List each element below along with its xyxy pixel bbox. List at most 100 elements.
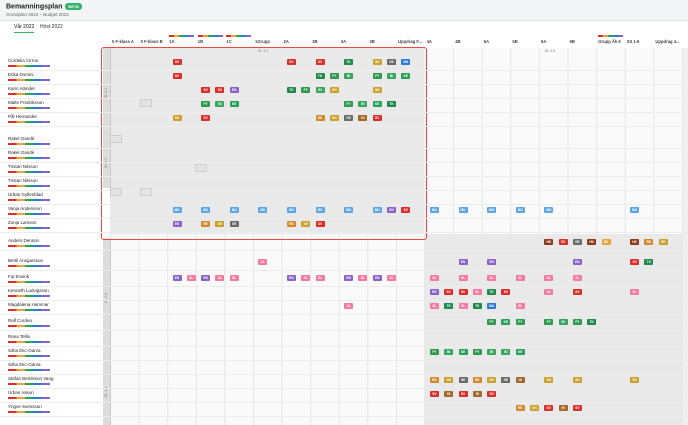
subject-tag[interactable]: SH [215, 221, 225, 227]
subject-tag[interactable]: SH [372, 59, 382, 65]
subject-tag[interactable]: EN [372, 275, 382, 281]
subject-tag[interactable]: SV [544, 405, 554, 411]
tab-spring[interactable]: Vår 2022 [14, 24, 35, 33]
subject-tag[interactable]: RE [472, 377, 482, 383]
subject-tag[interactable]: FY [372, 73, 382, 79]
staff-name[interactable]: Cordelia Cirrus [8, 58, 39, 63]
subject-tag[interactable]: SL [344, 303, 354, 309]
subject-tag[interactable]: SL [387, 275, 396, 281]
subject-tag[interactable]: EN [429, 289, 439, 295]
subject-tag[interactable]: EN [487, 259, 497, 265]
subject-tag[interactable]: KE [501, 319, 511, 325]
subject-tag[interactable]: SL [572, 275, 582, 281]
subject-tag[interactable]: MU [487, 207, 497, 213]
staff-name[interactable]: Stefan Bertilsson Vang [8, 376, 54, 381]
subject-tag[interactable]: SL [429, 275, 439, 281]
vertical-scrollbar[interactable] [683, 48, 688, 425]
subject-tag[interactable]: RE [515, 405, 525, 411]
column-header[interactable]: 0 F-klass A [112, 39, 134, 44]
column-header[interactable]: 3A [340, 39, 347, 44]
subject-tag[interactable]: GE [229, 221, 239, 227]
subject-tag[interactable]: SV [458, 289, 468, 295]
subject-tag[interactable]: SV [215, 87, 225, 93]
tab-autumn[interactable]: Höst 2022 [40, 24, 63, 30]
subject-tag[interactable]: SV [286, 59, 296, 65]
subject-tag[interactable]: EN [458, 259, 468, 265]
staff-name[interactable]: Ralf Cordeo [8, 318, 33, 323]
subject-tag[interactable]: FY [515, 319, 525, 325]
subject-tag[interactable]: SL [301, 275, 311, 281]
subject-tag[interactable]: MU [344, 207, 354, 213]
subject-tag[interactable]: RE [644, 239, 654, 245]
subject-tag[interactable]: EN [201, 275, 211, 281]
staff-name[interactable]: Magdalena Hammar [8, 302, 49, 307]
subject-tag[interactable]: GE [572, 239, 582, 245]
staff-name[interactable]: Anders Denson [8, 238, 40, 243]
subject-tag[interactable]: SL [315, 275, 325, 281]
subject-tag[interactable]: TK [286, 87, 296, 93]
subject-tag[interactable]: SL [358, 275, 368, 281]
subject-tag[interactable]: FY [344, 101, 354, 107]
subject-tag[interactable]: SL [429, 303, 439, 309]
subject-tag[interactable]: GE [344, 115, 354, 121]
subject-tag[interactable]: RE [315, 115, 325, 121]
subject-tag[interactable]: BI [501, 349, 511, 355]
staff-name[interactable]: Tristan Nilsson [8, 178, 38, 183]
subject-tag[interactable]: FY [329, 73, 339, 79]
subject-tag[interactable]: KE [458, 349, 468, 355]
subject-tag[interactable]: MU [544, 207, 554, 213]
subject-tag[interactable]: MU [458, 207, 468, 213]
staff-name[interactable]: Karin Alander [8, 86, 36, 91]
subject-tag[interactable]: GE [387, 59, 396, 65]
placeholder-slot[interactable] [110, 188, 122, 196]
subject-tag[interactable]: BI [444, 349, 454, 355]
subject-tag[interactable]: SH [572, 377, 582, 383]
subject-tag[interactable]: BI [558, 319, 568, 325]
subject-tag[interactable]: TK [344, 59, 354, 65]
subject-tag[interactable]: SV [201, 87, 211, 93]
subject-tag[interactable]: HK [587, 239, 597, 245]
subject-tag[interactable]: SH [329, 115, 339, 121]
subject-tag[interactable]: EN [172, 275, 182, 281]
subject-tag[interactable]: BI [358, 101, 368, 107]
subject-tag[interactable]: FY [472, 349, 482, 355]
subject-tag[interactable]: BD [601, 239, 611, 245]
subject-tag[interactable]: BI [487, 349, 497, 355]
subject-tag[interactable]: MU [286, 207, 296, 213]
subject-tag[interactable]: HK [544, 239, 554, 245]
subject-tag[interactable]: KE [372, 101, 382, 107]
subject-tag[interactable]: SL [458, 303, 468, 309]
subject-tag[interactable]: SV [487, 391, 497, 397]
subject-tag[interactable]: EN [572, 259, 582, 265]
subject-tag[interactable]: MA [487, 303, 497, 309]
staff-name[interactable]: Bertil Ansgarsson [8, 258, 44, 263]
subject-tag[interactable]: BI [315, 87, 325, 93]
subject-tag[interactable]: HI [444, 391, 454, 397]
subject-tag[interactable]: SH [544, 377, 554, 383]
subject-tag[interactable]: SH [372, 87, 382, 93]
staff-name[interactable]: Siiha Ekc-Oarva [8, 362, 41, 367]
column-header[interactable]: 4B [455, 39, 461, 44]
subject-tag[interactable]: SH [630, 377, 640, 383]
subject-tag[interactable]: SV [172, 73, 182, 79]
subject-tag[interactable]: BI [344, 73, 354, 79]
staff-name[interactable]: Zonja Larsson [8, 220, 37, 225]
subject-tag[interactable]: EN [172, 221, 182, 227]
subject-tag[interactable]: BI [215, 101, 225, 107]
staff-name[interactable]: Rana Tellin [8, 334, 31, 339]
subject-tag[interactable]: KE [401, 73, 411, 79]
column-header[interactable]: 0 F-klass B [140, 39, 163, 44]
subject-tag[interactable]: GE [501, 377, 511, 383]
subject-tag[interactable]: SV [458, 391, 468, 397]
placeholder-slot[interactable] [110, 135, 122, 143]
subject-tag[interactable]: EN [387, 207, 396, 213]
staff-name[interactable]: Kenneth Ludvigsson [8, 288, 49, 293]
subject-tag[interactable]: SH [658, 239, 668, 245]
subject-tag[interactable]: EN [229, 87, 239, 93]
subject-tag[interactable]: SL [472, 289, 482, 295]
column-header[interactable]: 3B [369, 39, 375, 44]
subject-tag[interactable]: SL [258, 259, 268, 265]
subject-tag[interactable]: SV [501, 289, 511, 295]
staff-name[interactable]: Urban Askon [8, 390, 34, 395]
subject-tag[interactable]: BI [387, 73, 396, 79]
